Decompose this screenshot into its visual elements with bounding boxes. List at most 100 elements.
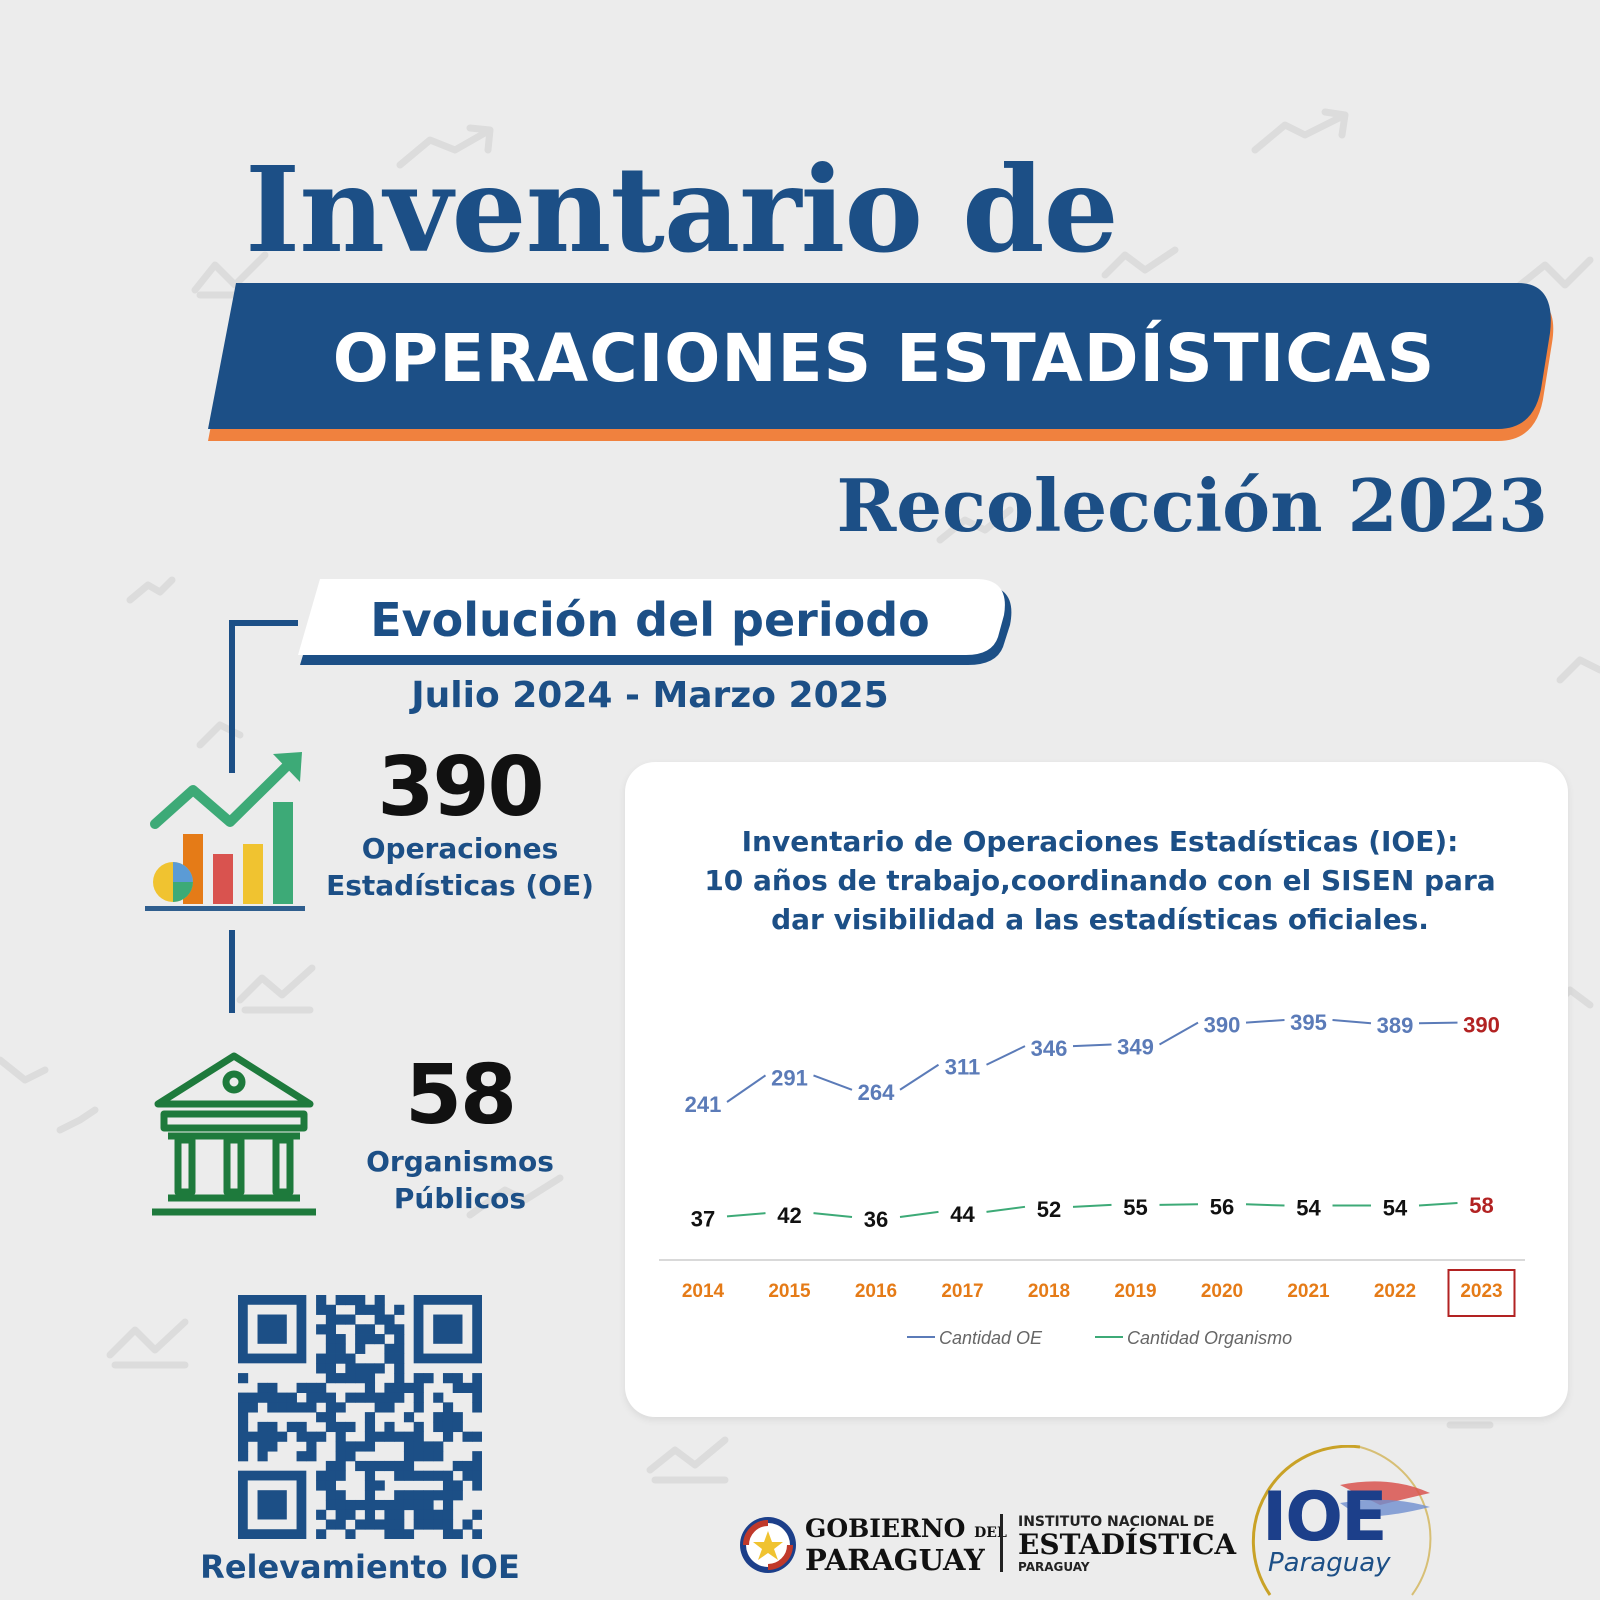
x-tick-label: 2016 [855,1281,897,1302]
x-tick-label: 2019 [1114,1281,1156,1302]
x-tick-label: 2017 [941,1281,983,1302]
qr-module [355,1519,366,1530]
qr-module [452,1373,463,1384]
qr-module [335,1470,346,1481]
org-series-data-label: 52 [1037,1197,1061,1222]
qr-module [325,1304,336,1315]
qr-module [325,1373,336,1384]
qr-module [384,1382,395,1393]
qr-module [423,1373,434,1384]
qr-module [433,1451,444,1462]
qr-module [394,1470,405,1481]
qr-module [267,1402,278,1413]
qr-module [452,1529,463,1539]
qr-module [403,1529,415,1539]
qr-module [394,1353,405,1364]
title-banner: OPERACIONES ESTADÍSTICAS [208,283,1560,448]
qr-module [345,1353,356,1364]
qr-module [316,1480,327,1491]
qr-module [413,1509,424,1520]
qr-module [257,1421,268,1433]
qr-module [364,1519,376,1530]
qr-module [345,1509,356,1520]
qr-module [452,1412,463,1423]
qr-module [442,1490,454,1501]
x-tick-label: 2023 [1460,1281,1502,1302]
qr-module [364,1480,376,1491]
qr-module [325,1460,336,1472]
x-tick-label: 2014 [682,1281,725,1302]
qr-finder-inner [433,1314,463,1344]
qr-module [345,1451,356,1462]
qr-module [384,1421,395,1433]
qr-module [345,1373,356,1384]
qr-module [355,1460,366,1472]
timeline-connector [229,579,1012,1013]
chart-title-line2: 10 años de trabajo,coordinando con el SI… [704,864,1496,897]
qr-module [374,1431,385,1442]
qr-module [238,1392,249,1403]
qr-module [316,1304,327,1315]
qr-module [277,1431,288,1442]
qr-module [267,1431,278,1442]
org-series-data-label: 36 [864,1207,888,1232]
qr-module [286,1421,297,1433]
qr-module [345,1421,356,1433]
qr-module [267,1421,278,1433]
oe-series-data-label: 390 [1463,1013,1500,1038]
qr-module [384,1529,395,1539]
qr-module [403,1441,415,1452]
qr-module [413,1470,424,1481]
chart-title-line1: Inventario de Operaciones Estadísticas (… [741,825,1459,858]
qr-module [316,1363,327,1374]
qr-module [442,1519,454,1530]
oe-series-data-label: 311 [945,1055,981,1080]
qr-module [238,1412,249,1423]
qr-module [364,1304,376,1315]
qr-module [238,1402,249,1413]
qr-module [316,1382,327,1393]
qr-code-icon[interactable] [238,1295,482,1539]
stat-org-label: Organismos Públicos [320,1143,600,1217]
qr-module [413,1421,424,1433]
ioe-logo-text: IOE [1262,1478,1388,1557]
qr-module [423,1490,434,1501]
qr-module [433,1490,444,1501]
org-series-segment [726,1212,766,1218]
qr-module [452,1421,463,1433]
oe-series-segment [1418,1021,1458,1025]
qr-module [267,1441,278,1452]
qr-module [316,1470,327,1481]
qr-module [384,1460,395,1472]
qr-module [403,1499,415,1511]
qr-module [364,1490,376,1501]
stat-oe-label-line1: Operaciones [361,832,559,865]
qr-module [355,1324,366,1335]
banner-shape [208,283,1554,441]
qr-module [257,1441,268,1452]
page-title-line1: Inventario de [245,140,1119,279]
qr-module [316,1431,327,1442]
qr-module [267,1392,278,1403]
qr-module [403,1460,415,1472]
qr-module [442,1431,454,1442]
legend-label-2: Cantidad Organismo [1127,1328,1292,1348]
qr-module [335,1499,346,1511]
qr-module [384,1509,395,1520]
qr-module [325,1392,336,1403]
qr-module [355,1304,366,1315]
org-series-segment [986,1205,1026,1213]
qr-module [433,1519,444,1530]
qr-module [433,1392,444,1403]
oe-series-segment [1332,1019,1372,1025]
qr-module [423,1519,434,1530]
qr-module [335,1402,346,1413]
qr-module [423,1509,434,1520]
qr-module [442,1470,454,1481]
org-series-segment [1245,1203,1285,1207]
ine-line2: ESTADÍSTICA [1018,1528,1237,1561]
qr-module [364,1431,376,1442]
qr-module [423,1451,434,1462]
qr-module [462,1431,473,1442]
qr-module [423,1441,434,1452]
